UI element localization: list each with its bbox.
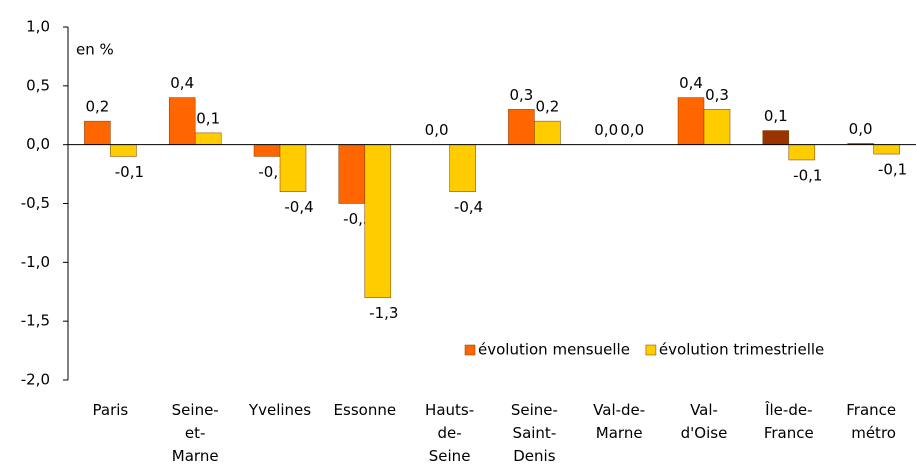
y-tick-label: -1,0	[21, 253, 50, 271]
bar	[84, 120, 111, 145]
y-tick-label: -0,5	[21, 194, 50, 212]
bar	[762, 130, 790, 145]
x-tick-label: France métro	[846, 401, 901, 442]
bar	[449, 144, 476, 192]
bar	[677, 97, 705, 145]
value-label: 0,3	[509, 86, 533, 104]
y-tick-label: -2,0	[21, 371, 50, 389]
legend-label: évolution trimestrielle	[659, 341, 824, 359]
legend-swatch	[645, 344, 657, 356]
legend-label: évolution mensuelle	[478, 341, 630, 359]
x-tick-label: Yvelines	[248, 401, 311, 419]
bar	[194, 132, 222, 145]
value-label: 0,2	[535, 98, 559, 116]
value-label: -0,4	[284, 198, 313, 216]
x-tick-label: Essonne	[334, 401, 397, 419]
value-label: 0,3	[705, 86, 729, 104]
value-label: 0,4	[679, 74, 703, 92]
value-label: -0,1	[878, 161, 907, 179]
value-label: 0,1	[764, 107, 788, 125]
value-label: 0,0	[425, 121, 449, 139]
bar	[253, 144, 281, 157]
value-label: 0,0	[594, 121, 618, 139]
value-label: 0,4	[170, 74, 194, 92]
bar	[168, 97, 196, 145]
legend-swatch	[464, 344, 476, 356]
bar	[788, 144, 816, 161]
y-tick-label: 0,0	[26, 135, 50, 153]
value-label: 0,1	[196, 109, 220, 127]
x-tick-label: Seine-et-Marne	[172, 401, 219, 465]
x-tick-label: Val-d'Oise	[681, 401, 728, 442]
y-tick-label: 1,0	[26, 18, 50, 36]
value-label: 0,0	[849, 120, 873, 138]
bar	[873, 144, 900, 155]
value-label: -0,4	[454, 198, 483, 216]
bar	[279, 144, 307, 192]
x-tick-label: Val-de-Marne	[593, 401, 645, 442]
x-tick-label: Seine-Saint-Denis	[511, 401, 558, 465]
y-tick-label: -1,5	[21, 312, 50, 330]
unit-annotation: en %	[76, 41, 114, 59]
y-tick-label: 0,5	[26, 76, 50, 94]
value-label: -1,3	[369, 304, 398, 322]
x-tick-label: Hauts-de-Seine	[425, 401, 474, 465]
value-label: 0,0	[620, 121, 644, 139]
bar	[703, 109, 731, 145]
bar	[110, 144, 137, 157]
bar	[364, 144, 392, 298]
value-label: -0,1	[115, 163, 144, 181]
x-tick-label: Paris	[93, 401, 129, 419]
x-tick-label: Île-de-France	[764, 400, 814, 442]
bar	[508, 109, 535, 145]
bar	[534, 120, 561, 145]
value-label: 0,2	[85, 98, 109, 116]
bar	[338, 144, 366, 204]
value-label: -0,1	[793, 166, 822, 184]
